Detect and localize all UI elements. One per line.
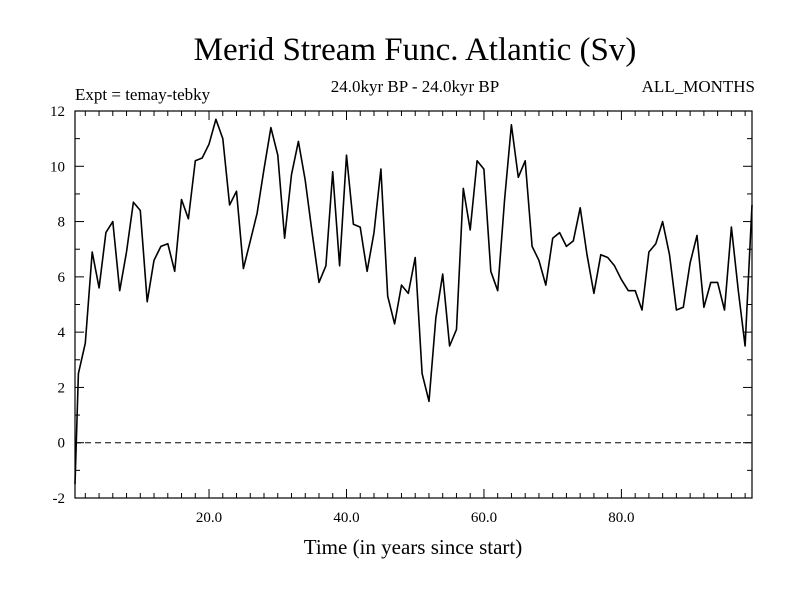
y-tick-label: 8 xyxy=(58,215,66,231)
x-axis-label: Time (in years since start) xyxy=(304,535,523,559)
y-tick-label: 12 xyxy=(50,104,65,120)
chart-title: Merid Stream Func. Atlantic (Sv) xyxy=(193,32,637,68)
y-tick-label: 6 xyxy=(58,270,66,286)
chart-subtitle: 24.0kyr BP - 24.0kyr BP xyxy=(330,77,500,96)
x-tick-label: 40.0 xyxy=(333,510,359,526)
x-tick-label: 80.0 xyxy=(608,510,634,526)
x-tick-label: 20.0 xyxy=(196,510,222,526)
series-line xyxy=(74,118,753,485)
tick-labels: -2 0 2 4 6 8 10 12 20.0 40.0 60.0 80.0 xyxy=(50,104,635,526)
y-tick-label: -2 xyxy=(53,491,66,507)
x-tick-label: 60.0 xyxy=(471,510,497,526)
y-tick-label: 10 xyxy=(50,159,65,175)
series-group xyxy=(74,118,753,485)
y-tick-label: 2 xyxy=(58,380,66,396)
axis-ticks xyxy=(75,110,752,499)
experiment-label: Expt = temay-tebky xyxy=(75,85,211,104)
plot-frame xyxy=(74,110,753,499)
y-tick-label: 4 xyxy=(58,325,66,341)
y-tick-label: 0 xyxy=(58,436,66,452)
months-label: ALL_MONTHS xyxy=(641,77,755,96)
